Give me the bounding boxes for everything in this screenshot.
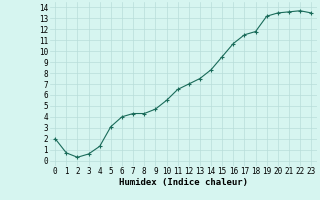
X-axis label: Humidex (Indice chaleur): Humidex (Indice chaleur) xyxy=(119,178,248,187)
